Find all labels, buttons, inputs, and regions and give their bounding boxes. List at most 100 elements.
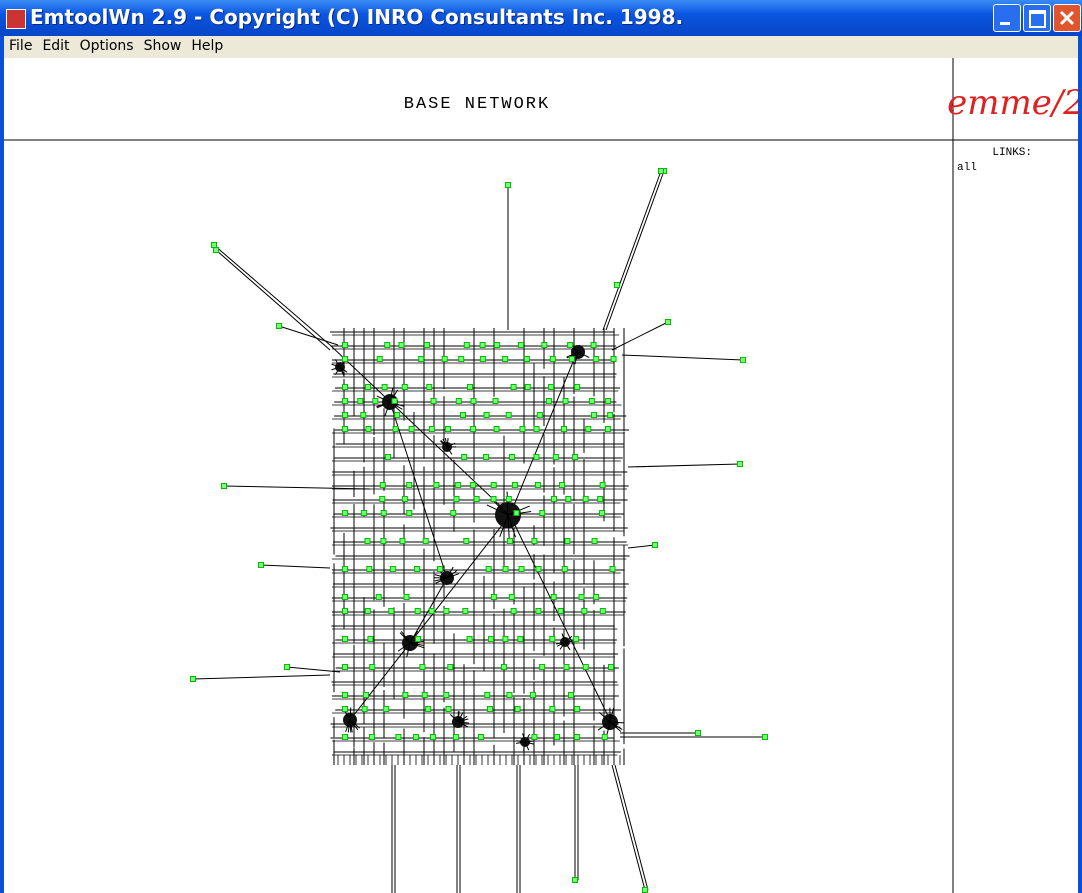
logo: emme/2 bbox=[947, 83, 1078, 123]
link bbox=[457, 718, 469, 723]
zone-node bbox=[342, 566, 348, 572]
menu-item[interactable]: Help bbox=[191, 38, 224, 54]
menu-item[interactable]: Options bbox=[79, 38, 134, 54]
zone-node bbox=[506, 692, 513, 698]
zone-node bbox=[529, 692, 536, 698]
link bbox=[286, 666, 341, 673]
zone-node bbox=[342, 734, 348, 740]
zone-node bbox=[514, 706, 521, 712]
maximize-button[interactable] bbox=[1023, 4, 1051, 32]
link bbox=[349, 707, 352, 721]
zone-node bbox=[342, 384, 348, 390]
zone-node bbox=[483, 412, 490, 418]
zone-node bbox=[607, 412, 614, 418]
zone-node bbox=[430, 398, 437, 404]
zone-node bbox=[572, 454, 579, 460]
zone-node bbox=[561, 566, 568, 572]
menu-item[interactable]: Edit bbox=[42, 38, 70, 54]
zone-node bbox=[479, 356, 486, 362]
link bbox=[577, 351, 590, 359]
zone-node bbox=[467, 384, 474, 390]
zone-node bbox=[588, 398, 595, 404]
zone-node bbox=[365, 426, 372, 432]
link bbox=[389, 401, 448, 579]
zone-node bbox=[419, 664, 426, 670]
zone-node bbox=[211, 242, 217, 248]
zone-node bbox=[500, 664, 507, 670]
menu-item[interactable]: Show bbox=[143, 38, 182, 54]
link bbox=[213, 244, 331, 346]
link bbox=[260, 564, 331, 569]
zone-node bbox=[399, 538, 406, 544]
zone-node bbox=[552, 454, 559, 460]
link bbox=[446, 442, 456, 448]
zone-node bbox=[534, 482, 541, 488]
zone-node bbox=[455, 398, 462, 404]
zone-node bbox=[563, 664, 570, 670]
link bbox=[609, 721, 623, 730]
zone-node bbox=[490, 594, 497, 600]
link bbox=[627, 463, 741, 468]
menu-item[interactable]: File bbox=[9, 38, 33, 54]
link bbox=[409, 640, 425, 644]
zone-node bbox=[548, 384, 555, 390]
zone-node bbox=[493, 426, 500, 432]
minimize-button[interactable] bbox=[993, 4, 1021, 32]
zone-node bbox=[508, 594, 515, 600]
zone-node bbox=[539, 510, 546, 516]
zone-node bbox=[342, 398, 348, 404]
link bbox=[509, 514, 611, 721]
zone-node bbox=[549, 356, 556, 362]
link bbox=[376, 401, 391, 409]
zone-node bbox=[578, 594, 585, 600]
link bbox=[561, 633, 566, 643]
zone-node bbox=[665, 319, 671, 325]
zone-node bbox=[466, 636, 473, 642]
zone-node bbox=[593, 594, 600, 600]
zone-node bbox=[502, 636, 509, 642]
link bbox=[564, 641, 571, 650]
link bbox=[389, 389, 399, 403]
zone-node bbox=[364, 538, 371, 544]
zone-node bbox=[342, 692, 348, 698]
panel-value: all bbox=[957, 162, 977, 174]
link bbox=[409, 577, 448, 644]
zone-node bbox=[604, 426, 611, 432]
zone-node bbox=[470, 426, 477, 432]
zone-node bbox=[342, 510, 348, 516]
link bbox=[349, 719, 359, 731]
zone-node bbox=[415, 636, 422, 642]
close-button[interactable] bbox=[1053, 4, 1081, 32]
app-icon bbox=[6, 9, 26, 29]
zone-node bbox=[559, 482, 566, 488]
zone-node bbox=[695, 730, 701, 736]
zone-node bbox=[658, 168, 664, 174]
zone-node bbox=[423, 342, 430, 348]
zone-node bbox=[510, 608, 517, 614]
link bbox=[522, 733, 526, 743]
link bbox=[278, 325, 339, 346]
link bbox=[331, 363, 341, 368]
link bbox=[524, 741, 530, 751]
zone-node bbox=[550, 594, 557, 600]
zone-node bbox=[597, 496, 604, 502]
zone-node bbox=[574, 706, 581, 712]
zone-node bbox=[342, 706, 348, 712]
zone-node bbox=[535, 608, 542, 614]
link bbox=[574, 351, 579, 365]
zone-node bbox=[574, 384, 581, 390]
zone-node bbox=[385, 454, 392, 460]
link bbox=[339, 366, 345, 376]
zone-node bbox=[429, 734, 436, 740]
zone-node bbox=[505, 496, 512, 502]
zone-node bbox=[443, 608, 450, 614]
link bbox=[614, 764, 649, 891]
zone-node bbox=[505, 412, 512, 418]
link bbox=[506, 491, 509, 516]
link bbox=[409, 630, 419, 644]
link bbox=[446, 446, 453, 455]
zone-node bbox=[392, 426, 399, 432]
link bbox=[597, 721, 611, 731]
link bbox=[457, 712, 464, 723]
zone-node bbox=[380, 538, 387, 544]
